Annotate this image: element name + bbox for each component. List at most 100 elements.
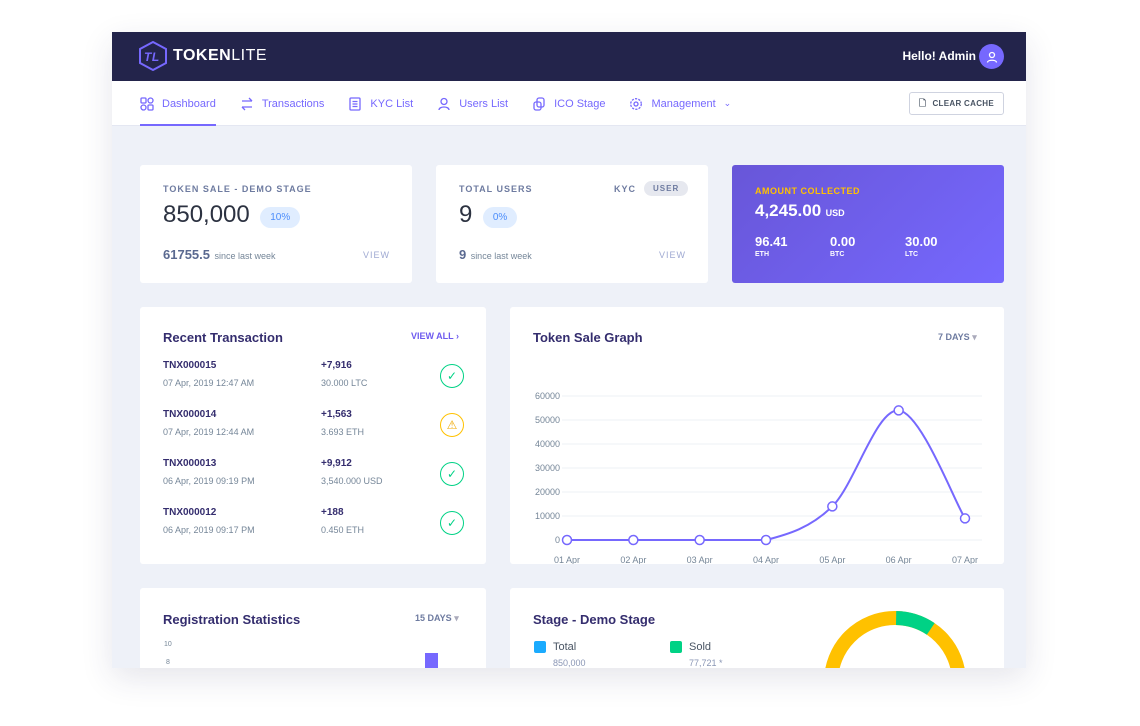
nav-item-management[interactable]: Management ⌄ xyxy=(629,81,731,126)
x-tick-label: 05 Apr xyxy=(819,555,845,564)
amount-value: 4,245.00 xyxy=(755,201,822,220)
clear-cache-label: CLEAR CACHE xyxy=(932,99,994,108)
user-avatar[interactable] xyxy=(979,44,1004,69)
range-dropdown[interactable]: 7 DAYS ▾ xyxy=(938,332,977,343)
clear-cache-button[interactable]: 🗋 CLEAR CACHE xyxy=(908,92,1004,115)
main-nav: Dashboard Transactions KYC List Users List I… xyxy=(112,81,1026,126)
gear-icon xyxy=(630,97,643,110)
warning-icon: ⚠ xyxy=(440,413,464,437)
week-label: since last week xyxy=(470,251,532,261)
registration-card: Registration Statistics 15 DAYS ▾ 10 8 xyxy=(140,588,486,668)
coin-btc: 0.00 BTC xyxy=(830,234,855,258)
sold-value: 77,721 * xyxy=(689,658,723,668)
view-link[interactable]: VIEW xyxy=(659,250,687,260)
caret-down-icon: ▾ xyxy=(972,332,977,342)
coin-symbol: LTC xyxy=(905,251,919,258)
users-icon xyxy=(438,97,450,110)
transaction-row[interactable]: TNX000013 06 Apr, 2019 09:19 PM +9,912 3,54… xyxy=(163,458,464,498)
tx-id: TNX000015 xyxy=(163,360,217,371)
x-tick-label: 06 Apr xyxy=(886,555,912,564)
x-tick-label: 04 Apr xyxy=(753,555,779,564)
tx-date: 06 Apr, 2019 09:19 PM xyxy=(163,476,255,486)
token-sale-value: 850,000 xyxy=(163,201,250,228)
coin-value: 30.00 xyxy=(905,234,938,249)
caret-down-icon: ▾ xyxy=(454,613,459,623)
coin-eth: 96.41 ETH xyxy=(755,234,788,258)
data-point xyxy=(827,501,838,512)
data-point xyxy=(694,534,705,546)
chevron-down-icon: ⌄ xyxy=(723,98,732,108)
total-users-card: TOTAL USERS KYC USER 9 0% 9 since last w… xyxy=(436,165,708,283)
brand-name: TOKEN xyxy=(173,47,232,64)
stage-title: Stage - Demo Stage xyxy=(533,612,656,627)
tx-id: TNX000013 xyxy=(163,458,217,469)
x-tick-label: 01 Apr xyxy=(554,555,580,564)
data-point xyxy=(959,513,971,524)
nav-item-dashboard[interactable]: Dashboard xyxy=(140,81,216,126)
amount-collected-card: AMOUNT COLLECTED 4,245.00 USD 96.41 ETH 0.… xyxy=(732,165,1004,283)
total-users-percent: 0% xyxy=(482,207,518,229)
app-window: TL TOKENLITE Hello! Admin Dashboard Trans… xyxy=(112,32,1026,668)
trash-icon: 🗋 xyxy=(918,97,927,108)
transaction-row[interactable]: TNX000012 06 Apr, 2019 09:17 PM +188 0.450 … xyxy=(163,507,464,547)
y-tick-label: 40000 xyxy=(535,439,560,449)
tx-id: TNX000014 xyxy=(163,409,217,420)
total-value: 850,000 xyxy=(553,658,586,668)
tx-currency: 0.450 ETH xyxy=(321,525,365,535)
registration-range-dropdown[interactable]: 15 DAYS ▾ xyxy=(415,613,459,624)
tx-amount: +7,916 xyxy=(321,360,352,371)
nav-label: Dashboard xyxy=(162,97,216,110)
view-all-link[interactable]: VIEW ALL › xyxy=(411,331,459,341)
nav-item-ico-stage[interactable]: ICO Stage xyxy=(532,81,605,126)
series-line xyxy=(567,409,966,541)
coin-symbol: BTC xyxy=(830,251,845,258)
coin-value: 0.00 xyxy=(830,234,856,249)
sold-legend-swatch xyxy=(670,641,682,653)
y-tick-label: 30000 xyxy=(535,463,560,473)
coin-ltc: 30.00 LTC xyxy=(905,234,938,258)
view-all-label: VIEW ALL xyxy=(411,331,454,341)
top-header: TL TOKENLITE Hello! Admin xyxy=(112,32,1026,81)
range-label: 15 DAYS xyxy=(415,613,452,623)
y-tick: 10 xyxy=(164,641,172,648)
nav-label: ICO Stage xyxy=(554,97,606,110)
coin-value: 96.41 xyxy=(755,234,788,249)
tx-currency: 3,540.000 USD xyxy=(321,476,383,486)
coin-symbol: ETH xyxy=(755,251,769,258)
nav-item-users-list[interactable]: Users List xyxy=(437,81,508,126)
data-point xyxy=(561,534,573,546)
check-circle-icon: ✓ xyxy=(440,511,464,535)
check-circle-icon: ✓ xyxy=(440,462,464,486)
transaction-row[interactable]: TNX000014 07 Apr, 2019 12:44 AM +1,563 3.69… xyxy=(163,409,464,449)
coins-icon xyxy=(533,96,545,111)
tx-amount: +9,912 xyxy=(321,458,352,469)
total-users-label: TOTAL USERS xyxy=(459,184,533,194)
amount-unit: USD xyxy=(825,208,845,218)
y-tick-label: 60000 xyxy=(535,391,560,401)
arrows-exchange-icon xyxy=(241,97,253,110)
tx-currency: 3.693 ETH xyxy=(321,427,365,437)
x-tick-label: 02 Apr xyxy=(620,555,646,564)
tab-user[interactable]: USER xyxy=(644,181,689,196)
nav-item-kyc-list[interactable]: KYC List xyxy=(348,81,413,126)
total-users-value: 9 xyxy=(459,201,473,228)
total-legend-label: Total xyxy=(553,641,577,653)
y-tick-label: 10000 xyxy=(535,511,560,521)
nav-label: Management xyxy=(651,97,716,110)
nav-item-transactions[interactable]: Transactions xyxy=(240,81,324,126)
recent-title: Recent Transaction xyxy=(163,330,283,345)
token-sale-card: TOKEN SALE - DEMO STAGE 850,000 10% 6175… xyxy=(140,165,412,283)
token-sale-graph-card: Token Sale Graph 7 DAYS ▾ 0 10000 20000 300… xyxy=(510,307,1004,564)
tab-kyc[interactable]: KYC xyxy=(614,184,637,194)
y-tick-label: 50000 xyxy=(535,415,560,425)
data-point xyxy=(893,405,904,416)
transaction-row[interactable]: TNX000015 07 Apr, 2019 12:47 AM +7,916 30.0… xyxy=(163,360,464,400)
brand-logo[interactable]: TL TOKENLITE xyxy=(139,41,267,71)
view-link[interactable]: VIEW xyxy=(363,250,391,260)
week-label: since last week xyxy=(214,251,276,261)
week-value: 61755.5 xyxy=(163,247,210,262)
tx-amount: +1,563 xyxy=(321,409,352,420)
week-value: 9 xyxy=(459,247,467,262)
tx-date: 07 Apr, 2019 12:47 AM xyxy=(163,378,255,388)
y-tick-label: 0 xyxy=(555,535,560,545)
